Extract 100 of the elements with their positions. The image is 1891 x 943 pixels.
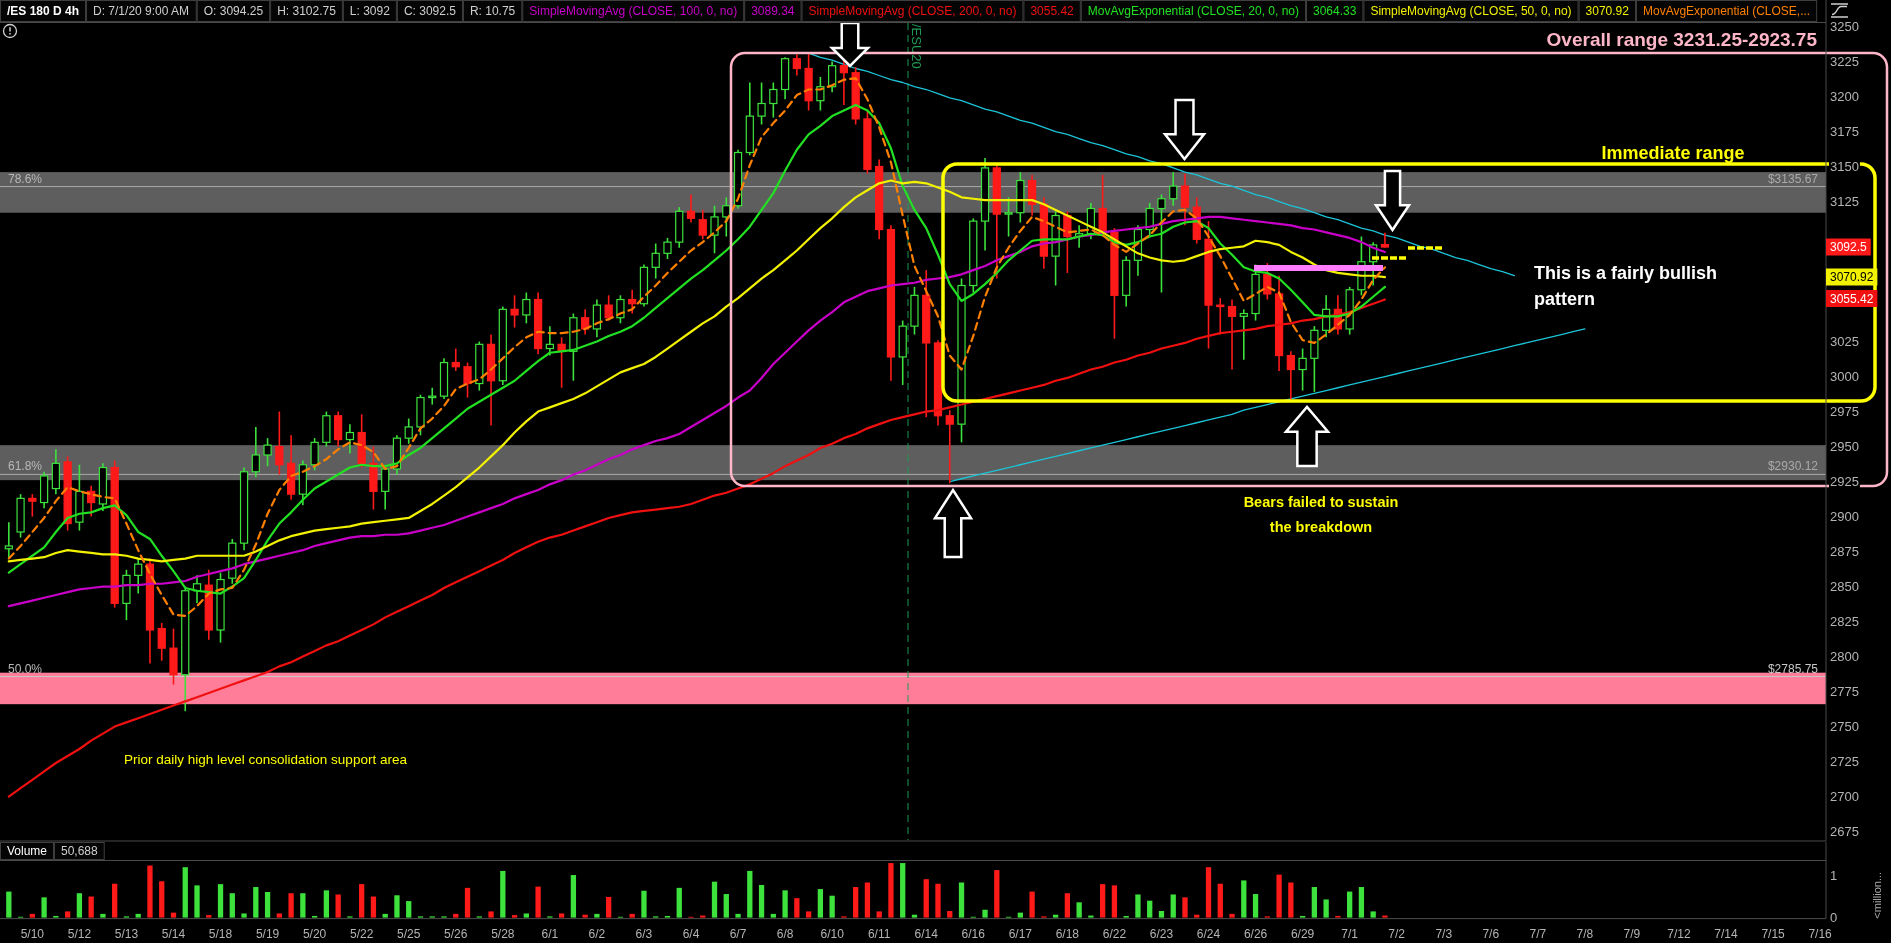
y-tick-label: 2750 [1830,719,1859,735]
bar [217,884,224,918]
bar [1135,894,1141,918]
chart-title: Volume [7,844,48,859]
x-tick-label: 5/28 [491,926,515,941]
x-tick-label: 6/18 [1055,926,1080,941]
x-tick-label: 6/11 [867,926,891,941]
bar [829,895,835,918]
y-tick-label: 3150 [1830,158,1859,174]
text: MovAvgExponential (CLOSE, 20, 0, no) [1087,4,1300,19]
text: H: 3102.75 [277,4,337,19]
bar [41,897,47,918]
x-tick-label: 5/13 [114,926,139,941]
candlestick [134,557,143,595]
bar [229,893,235,918]
candlestick [604,294,613,322]
bar [29,913,35,918]
y-tick-label: 2675 [1830,824,1859,840]
y-tick-label: 3200 [1830,88,1859,104]
x-tick-label: 5/18 [208,926,233,941]
x-tick-label: 5/26 [444,926,468,941]
bar [182,867,188,918]
bar [864,882,871,918]
bar [523,913,529,918]
y-tick-label: 2775 [1830,684,1859,700]
x-tick-label: 7/16 [1808,926,1833,941]
y-tick-label: 2900 [1830,509,1859,524]
annotation: Overall range 3231.25-2923.75 [1546,29,1818,50]
bar [1358,887,1365,918]
y-tick-label: 2950 [1830,438,1859,454]
bar [770,913,776,918]
candlestick [710,204,719,255]
candlestick [345,423,355,455]
candlestick [28,493,37,518]
text: R: 10.75 [469,4,516,19]
x-tick-label: 7/1 [1341,926,1359,941]
bar [406,901,412,918]
bar [359,884,365,918]
bar [947,910,953,918]
x-tick-label: 7/15 [1761,926,1786,941]
text: 3055.42 [1030,4,1075,19]
candlestick [4,521,13,560]
y-tick-label: 0 [1830,910,1838,926]
y-tick-label: 2700 [1830,789,1859,805]
candlestick [1180,172,1190,227]
bar [1170,894,1176,918]
x-tick-label: 6/14 [914,926,939,941]
y-tick-label: 3125 [1830,193,1859,209]
x-tick-label: 7/2 [1388,926,1406,941]
x-tick-label: 6/26 [1243,926,1268,941]
x-tick-label: 5/10 [20,926,45,941]
candlestick [686,193,696,224]
bar [500,870,506,918]
candlestick [1098,174,1107,238]
bar [88,896,94,918]
y-tick-label: 3225 [1830,53,1859,69]
candlestick [1239,308,1248,361]
text: SimpleMovingAvg (CLOSE, 100, 0, no) [529,4,738,19]
bar [1111,885,1118,918]
bar [782,890,788,918]
bar [488,911,494,918]
y-tick-label: 2825 [1830,614,1859,630]
bar [264,891,271,918]
bar [1088,915,1094,918]
bar [1147,900,1153,918]
bar [711,881,718,918]
candlestick [1298,347,1307,392]
bar [911,914,918,918]
bar [1194,914,1200,918]
bar [6,891,12,918]
bar [1288,882,1294,918]
y-tick-label: 2800 [1830,649,1859,665]
bar [170,912,177,918]
bar [159,881,165,918]
bar [805,911,812,918]
annotation: Prior daily high level consolidation support area [124,752,408,767]
x-tick-label: 6/3 [635,926,653,941]
candlestick [1227,298,1237,371]
text: O: 3094.25 [203,4,264,19]
bar [241,913,247,918]
text: 3089.34 [751,4,795,19]
bar [1347,891,1353,918]
text: 3092.5 [1830,240,1868,255]
candlestick [1063,210,1072,274]
annotation: Immediate range [1601,143,1745,163]
candlestick [628,288,637,315]
bar [64,911,71,918]
bar [758,884,765,918]
y-tick-label: 3000 [1830,368,1859,384]
bar [253,887,259,918]
bar [464,887,471,918]
candlestick [404,417,413,445]
x-tick-label: 6/2 [588,926,606,941]
y-tick-label: 3025 [1830,333,1859,349]
y-tick-label: 2925 [1830,473,1859,489]
text: D: 7/1/20 9:00 AM [93,4,190,19]
bar [100,913,106,918]
x-tick-label: 6/10 [820,926,845,941]
bar [982,909,988,918]
candlestick [722,196,731,238]
